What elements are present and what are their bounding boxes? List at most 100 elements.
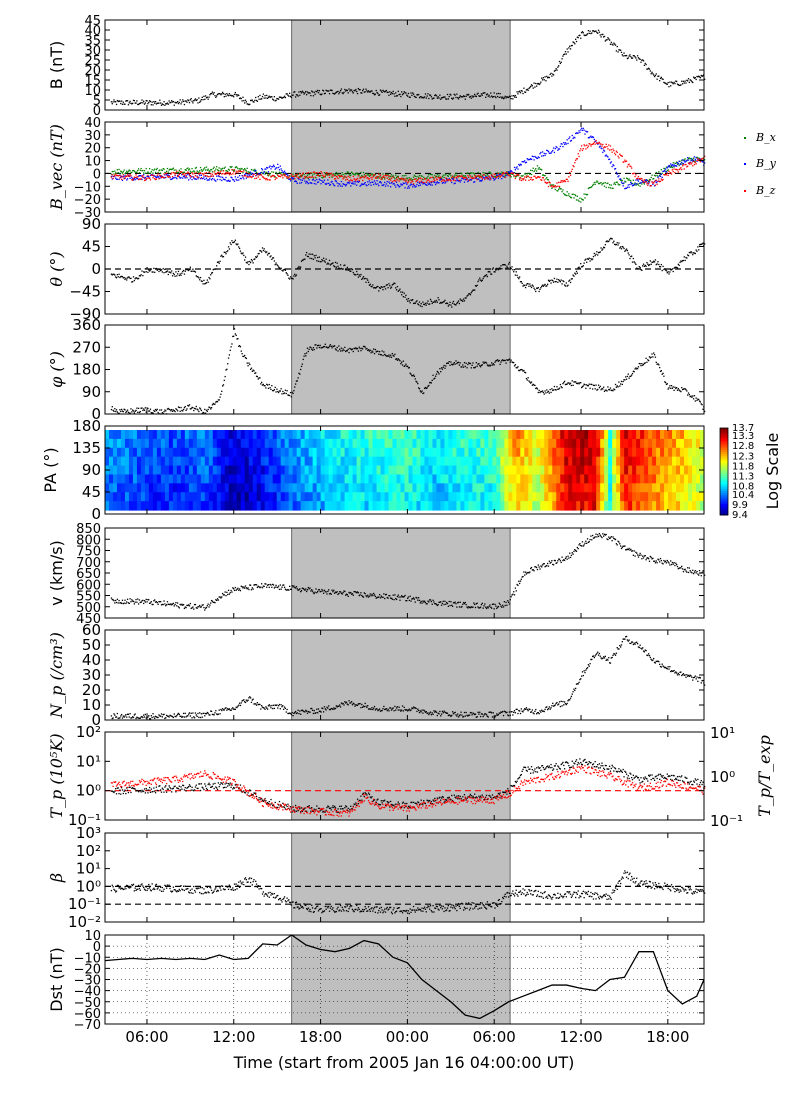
data-point (389, 91, 391, 93)
data-point (482, 277, 484, 280)
data-point (270, 388, 272, 391)
data-point (440, 302, 443, 304)
data-point (580, 198, 583, 200)
data-point (269, 256, 271, 258)
data-point (236, 244, 238, 246)
data-point (501, 267, 503, 270)
data-point (359, 275, 361, 277)
data-point (201, 170, 203, 172)
data-point (139, 175, 141, 177)
data-point (253, 101, 255, 103)
data-point (402, 92, 405, 95)
data-point (468, 293, 471, 295)
data-point (597, 181, 599, 183)
data-point (221, 390, 223, 392)
data-point (170, 101, 172, 104)
heatmap-cell (164, 456, 170, 467)
data-point (379, 353, 382, 356)
data-point (559, 383, 562, 386)
heatmap-cell (248, 501, 254, 511)
data-point (612, 44, 614, 46)
data-point (116, 99, 119, 102)
data-point (642, 181, 645, 183)
data-point (227, 170, 229, 173)
data-point (365, 184, 367, 186)
data-point (517, 366, 519, 368)
data-point (523, 87, 525, 89)
data-point (328, 263, 330, 265)
data-point (415, 380, 417, 383)
data-point (569, 140, 572, 142)
data-point (644, 264, 646, 267)
heatmap-cell (308, 456, 314, 467)
data-point (432, 176, 434, 178)
data-point (415, 185, 417, 188)
data-point (346, 350, 349, 352)
data-point (279, 165, 281, 167)
heatmap-cell (328, 492, 334, 502)
heatmap-cell (224, 430, 230, 440)
heatmap-cell (140, 465, 146, 476)
data-point (155, 103, 158, 105)
data-point (497, 177, 500, 179)
data-point (406, 365, 409, 368)
heatmap-cell (372, 430, 378, 440)
data-point (412, 374, 415, 376)
data-point (246, 103, 248, 105)
data-point (401, 364, 404, 366)
data-point (279, 390, 281, 392)
heatmap-cell (176, 492, 182, 502)
data-point (530, 382, 532, 384)
data-point (403, 91, 405, 93)
data-point (395, 358, 397, 360)
heatmap-cell (148, 474, 154, 484)
heatmap-cell (204, 483, 210, 493)
data-point (410, 183, 412, 185)
data-point (665, 83, 668, 85)
data-point (261, 384, 264, 386)
data-point (169, 271, 171, 273)
data-point (454, 179, 456, 182)
data-point (277, 163, 279, 166)
data-point (404, 92, 406, 94)
data-point (578, 130, 580, 132)
data-point (420, 182, 422, 184)
data-point (277, 266, 280, 268)
data-point (468, 293, 470, 295)
data-point (640, 182, 642, 184)
data-point (484, 92, 486, 94)
data-point (610, 149, 612, 151)
data-point (420, 391, 422, 393)
data-point (695, 249, 697, 251)
heatmap-cell (280, 492, 286, 502)
data-point (522, 92, 524, 95)
data-point (384, 181, 386, 184)
heatmap-cell (356, 456, 362, 467)
data-point (277, 265, 279, 267)
data-point (179, 177, 181, 179)
data-point (167, 174, 169, 176)
heatmap-cell (312, 438, 318, 449)
data-point (458, 364, 461, 366)
y-tick-label: 20 (84, 142, 101, 157)
data-point (598, 31, 601, 33)
data-point (143, 271, 145, 273)
heatmap-cell (204, 430, 210, 440)
data-point (293, 175, 295, 177)
data-point (455, 360, 457, 362)
data-point (261, 251, 263, 253)
data-point (522, 179, 524, 181)
data-point (475, 95, 478, 98)
data-point (115, 177, 117, 179)
data-point (242, 252, 244, 254)
heatmap-cell (212, 447, 218, 458)
data-point (154, 102, 156, 104)
data-point (552, 184, 554, 186)
data-point (598, 387, 601, 389)
data-point (401, 175, 404, 177)
data-point (251, 176, 253, 178)
data-point (586, 193, 589, 196)
data-point (640, 177, 642, 180)
heatmap-cell (268, 483, 274, 493)
data-point (395, 178, 398, 180)
